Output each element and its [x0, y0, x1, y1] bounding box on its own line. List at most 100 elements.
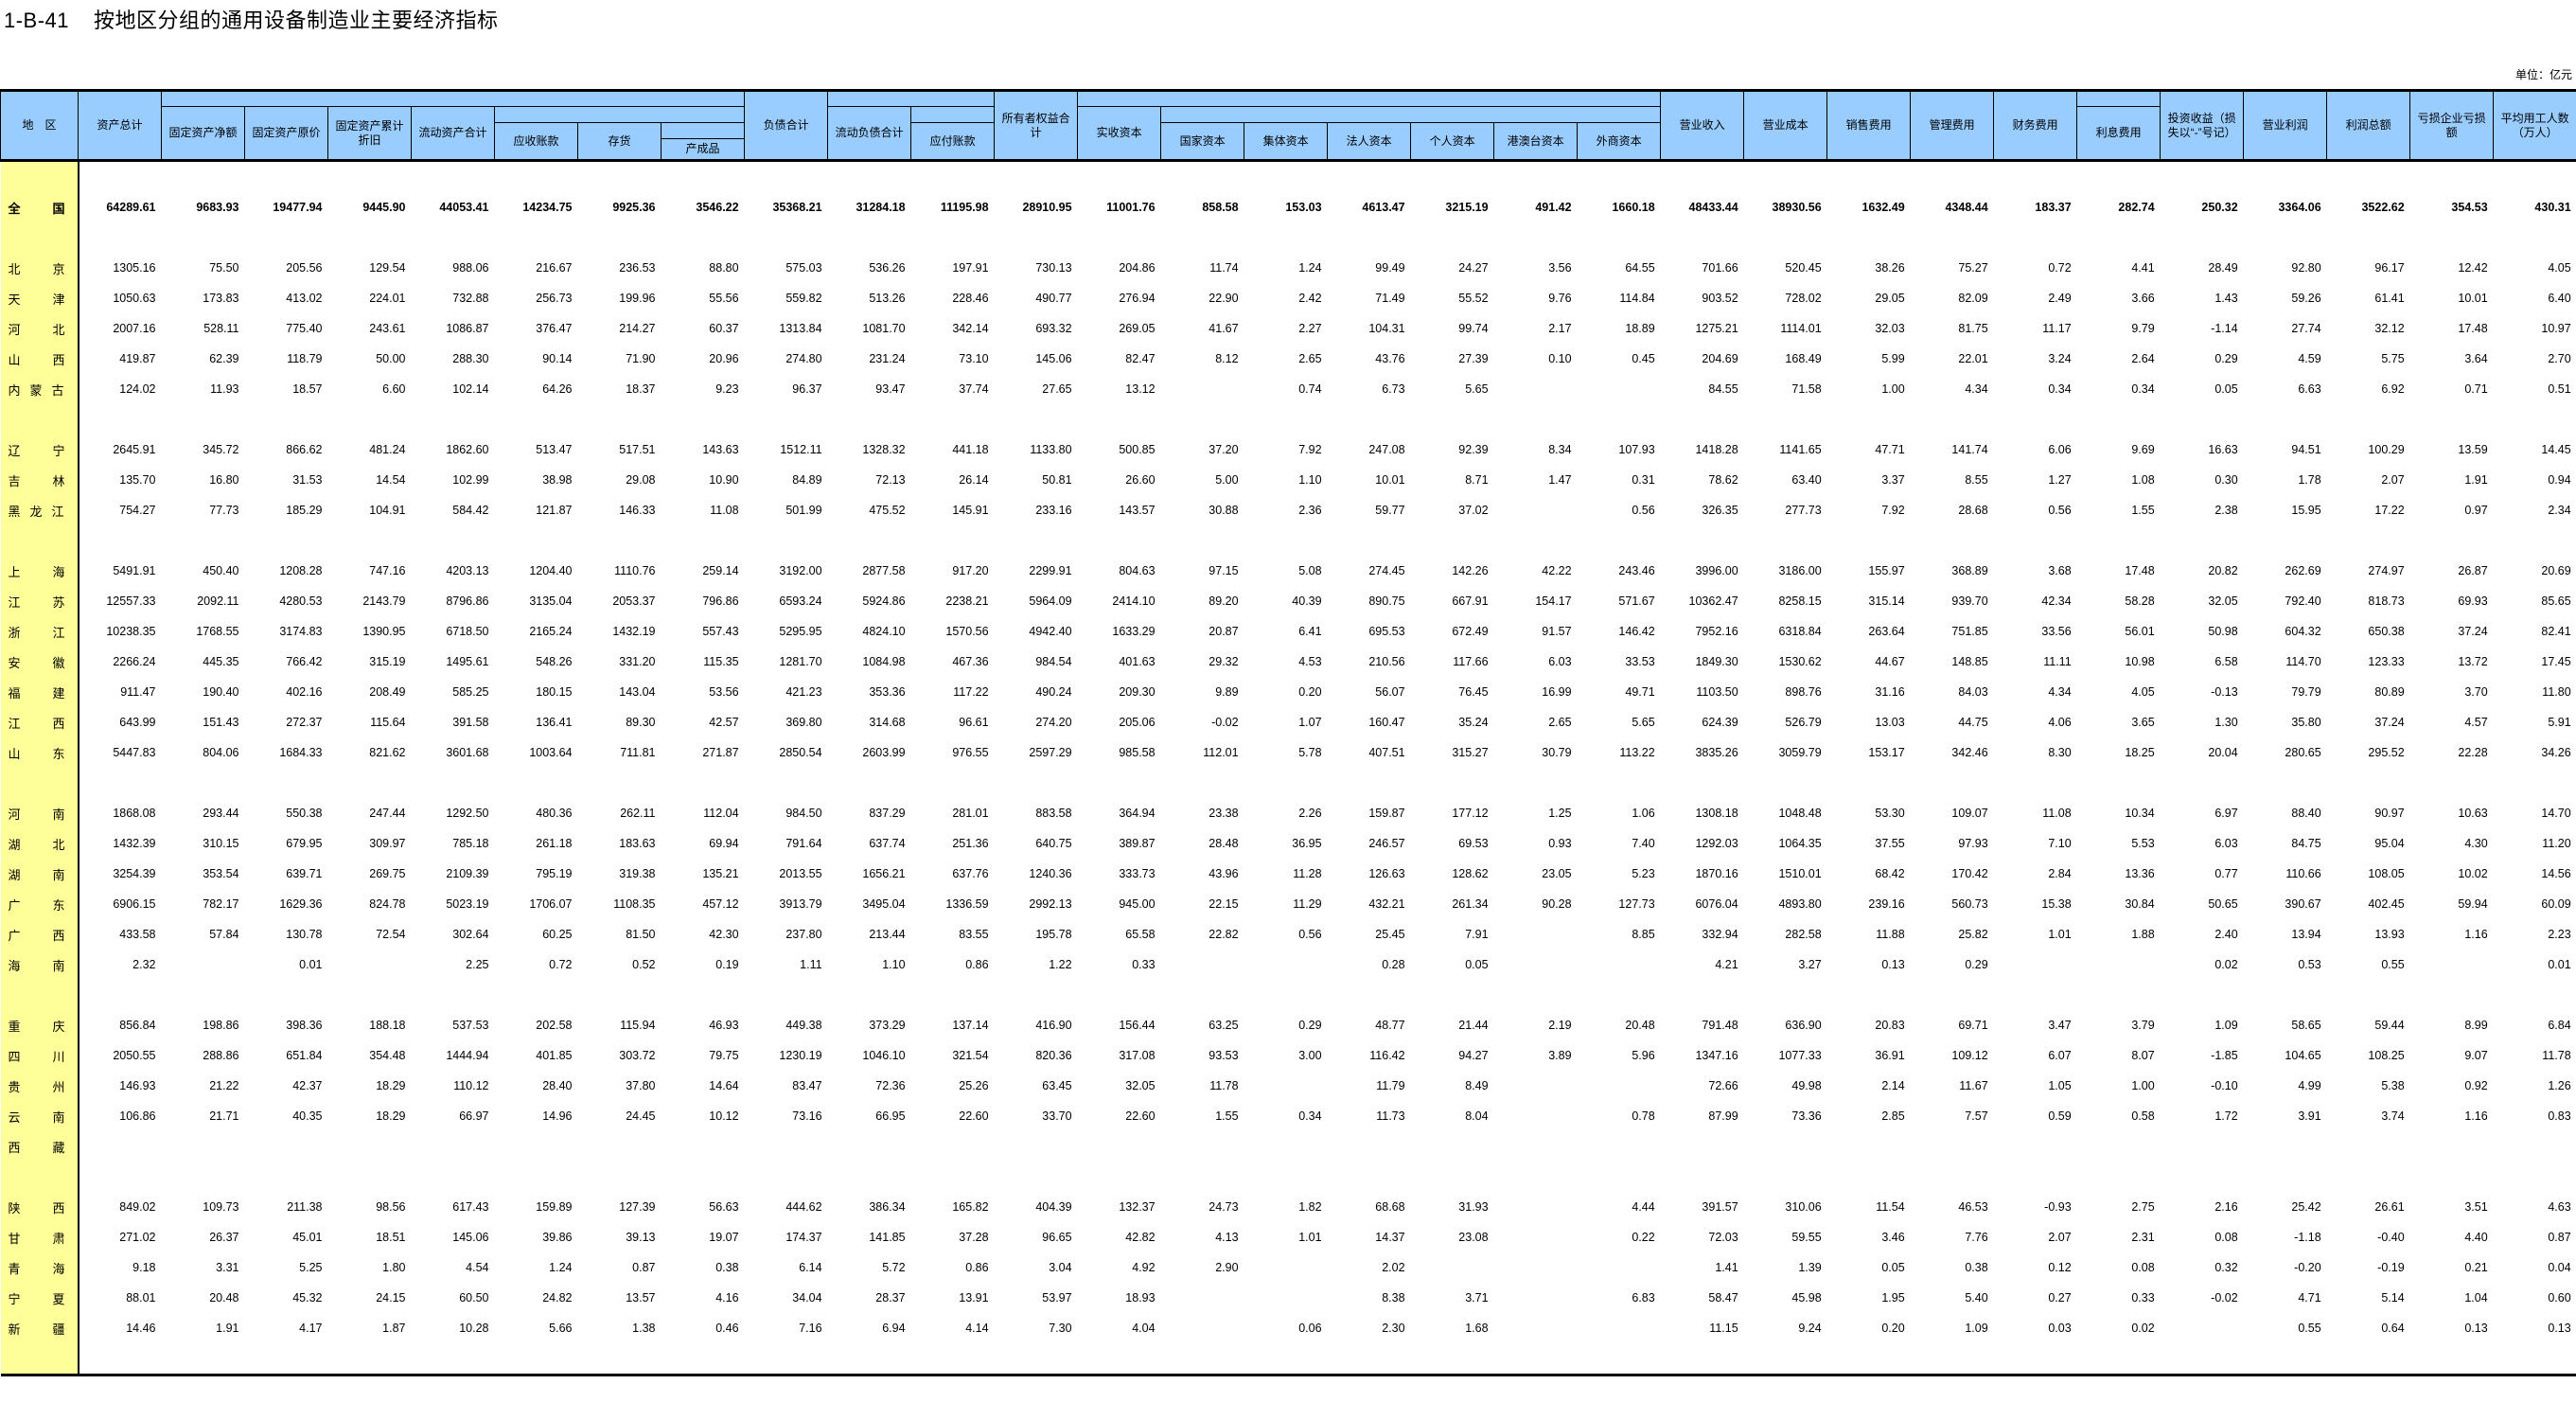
- table-row: 内蒙古 124.02 11.93 18.57 6.60 102.14 64.26 18.37 9…: [0, 374, 2576, 404]
- value-cell: 639.71: [286, 867, 323, 880]
- value-cell: [1244, 1131, 1328, 1162]
- value-cell: 231.24: [869, 352, 906, 365]
- value-cell: 0.30: [2214, 473, 2238, 487]
- value-cell: 637.74: [869, 837, 906, 850]
- value-cell: 1862.60: [446, 443, 489, 456]
- value-cell: [1744, 768, 1827, 798]
- value-cell: [1911, 161, 1994, 193]
- value-cell: 2.23: [2548, 928, 2571, 941]
- value-cell: 25.26: [959, 1079, 989, 1092]
- value-cell: 34.26: [2541, 746, 2571, 759]
- spacer-row: [0, 1343, 2576, 1376]
- value-cell: [328, 1131, 412, 1162]
- value-cell: 1868.08: [113, 807, 156, 820]
- value-cell: 3.79: [2131, 1019, 2155, 1032]
- value-cell: [162, 525, 245, 556]
- value-cell: 247.08: [1368, 443, 1405, 456]
- value-cell: [1910, 1343, 1994, 1376]
- value-cell: 45.32: [292, 1291, 323, 1304]
- value-cell: 7.92: [1298, 443, 1322, 456]
- value-cell: 72.03: [1708, 1231, 1738, 1244]
- table-row: 海南 2.32 0.01 2.25 0.72 0.52 0.19 1.11 1.10 0.86 1.…: [0, 949, 2576, 980]
- value-cell: 985.58: [1119, 746, 1156, 759]
- value-cell: 269.05: [1119, 322, 1156, 335]
- value-cell: 28.68: [1958, 504, 1988, 517]
- value-cell: 100.29: [2368, 443, 2405, 456]
- value-cell: [245, 768, 328, 798]
- value-cell: [2493, 1343, 2576, 1376]
- value-cell: 0.60: [2548, 1291, 2571, 1304]
- value-cell: 3186.00: [1778, 564, 1822, 577]
- value-cell: 11.08: [2042, 807, 2072, 820]
- value-cell: 4.21: [1715, 958, 1738, 971]
- value-cell: 17.48: [2458, 322, 2488, 335]
- value-cell: 1292.03: [1695, 837, 1738, 850]
- value-cell: [2409, 1343, 2494, 1376]
- value-cell: 1530.62: [1778, 655, 1822, 668]
- value-cell: 22.28: [2458, 746, 2488, 759]
- value-cell: 174.37: [785, 1231, 822, 1244]
- region-name: 西藏: [0, 1131, 79, 1162]
- value-cell: 0.56: [2048, 504, 2072, 517]
- value-cell: 3.46: [1881, 1231, 1905, 1244]
- value-cell: 246.57: [1368, 837, 1405, 850]
- region-name: 湖南: [0, 859, 79, 889]
- value-cell: 16.99: [1542, 685, 1572, 699]
- value-cell: 732.88: [452, 292, 489, 305]
- value-cell: 92.39: [1458, 443, 1489, 456]
- value-cell: 261.34: [1452, 897, 1489, 911]
- region-name: 湖北: [0, 828, 79, 859]
- value-cell: 430.31: [2534, 201, 2571, 214]
- value-cell: [745, 980, 828, 1010]
- value-cell: 3996.00: [1695, 564, 1738, 577]
- value-cell: [745, 222, 828, 253]
- value-cell: 22.01: [1958, 352, 1988, 365]
- value-cell: 126.63: [1368, 867, 1405, 880]
- value-cell: 376.47: [536, 322, 573, 335]
- value-cell: 804.63: [1119, 564, 1156, 577]
- value-cell: [662, 980, 745, 1010]
- value-cell: 584.42: [452, 504, 489, 517]
- value-cell: [995, 768, 1078, 798]
- region-name: 青海: [0, 1252, 79, 1283]
- value-cell: 66.97: [459, 1109, 489, 1123]
- value-cell: [1661, 222, 1744, 253]
- value-cell: [2494, 1162, 2576, 1192]
- region-cell: [0, 525, 79, 556]
- value-cell: [1494, 1101, 1578, 1131]
- value-cell: 145.06: [1035, 352, 1072, 365]
- value-cell: [1411, 1162, 1494, 1192]
- value-cell: [1744, 1131, 1827, 1162]
- value-cell: 345.72: [203, 443, 239, 456]
- value-cell: [910, 1343, 995, 1376]
- value-cell: 18.89: [1625, 322, 1655, 335]
- value-cell: [1744, 525, 1827, 556]
- region-name: 辽宁: [0, 435, 79, 465]
- value-cell: [911, 980, 995, 1010]
- value-cell: [2077, 949, 2161, 980]
- value-cell: 444.62: [785, 1200, 822, 1214]
- value-cell: 4942.40: [1029, 625, 1072, 638]
- value-cell: [1161, 1131, 1244, 1162]
- value-cell: -0.19: [2377, 1261, 2405, 1274]
- value-cell: 1208.28: [279, 564, 323, 577]
- value-cell: 195.78: [1035, 928, 1072, 941]
- value-cell: 58.47: [1708, 1291, 1738, 1304]
- value-cell: 90.97: [2374, 807, 2405, 820]
- value-cell: 274.97: [2368, 564, 2405, 577]
- value-cell: 151.43: [203, 716, 239, 729]
- value-cell: 10.34: [2125, 807, 2155, 820]
- value-cell: 71.58: [1791, 382, 1822, 396]
- value-cell: 33.70: [1042, 1109, 1072, 1123]
- value-cell: [578, 768, 662, 798]
- value-cell: 29.05: [1875, 292, 1905, 305]
- value-cell: [1161, 222, 1244, 253]
- value-cell: 68.68: [1375, 1200, 1405, 1214]
- value-cell: [1744, 161, 1827, 193]
- value-cell: 413.02: [286, 292, 323, 305]
- value-cell: 5964.09: [1029, 595, 1072, 608]
- value-cell: 1684.33: [279, 746, 323, 759]
- value-cell: 747.16: [369, 564, 406, 577]
- value-cell: [2327, 1162, 2410, 1192]
- value-cell: 1.06: [1632, 807, 1655, 820]
